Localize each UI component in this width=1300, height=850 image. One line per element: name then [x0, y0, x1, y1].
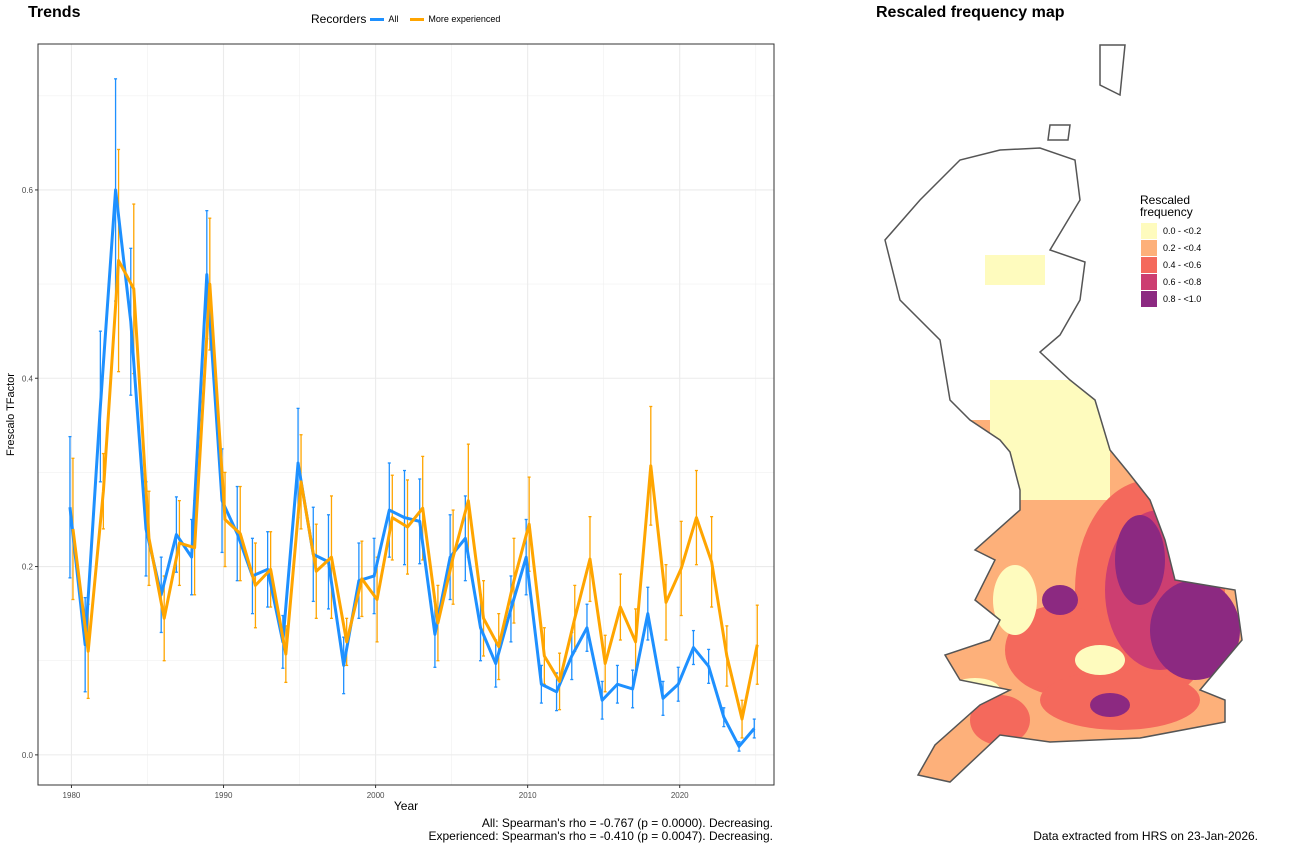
stats-annotations: All: Spearman's rho = -0.767 (p = 0.0000…	[300, 816, 774, 843]
x-tick-label: 2020	[671, 791, 689, 800]
map-title: Rescaled frequency map	[876, 4, 1065, 21]
map-legend-title: Rescaled frequency	[1140, 193, 1193, 219]
legend-swatch	[1141, 290, 1157, 307]
legend-swatch-experienced	[410, 17, 425, 21]
legend-label: 0.2 - <0.4	[1163, 242, 1202, 253]
chart-title: Trends	[28, 4, 81, 21]
legend-title: Recorders	[311, 12, 367, 26]
chart-legend: Recorders All More experienced	[311, 12, 500, 26]
frequency-map	[884, 44, 1243, 783]
x-tick-label: 1990	[215, 791, 233, 800]
x-axis-label: Year	[394, 799, 418, 813]
series-line-experienced	[71, 259, 759, 721]
y-tick-label: 0.0	[22, 751, 34, 760]
map-legend-item: 0.6 - <0.8	[1141, 273, 1201, 290]
legend-label-experienced: More experienced	[428, 14, 501, 24]
annotation-experienced: Experienced: Spearman's rho = -0.410 (p …	[428, 829, 774, 843]
map-legend-item: 0.2 - <0.4	[1141, 239, 1201, 256]
x-tick-label: 2010	[519, 791, 537, 800]
y-tick-label: 0.4	[22, 374, 34, 383]
legend-swatch	[1141, 273, 1157, 290]
map-legend: 0.0 - <0.2 0.2 - <0.4 0.4 - <0.6 0.6 - <0.8…	[1141, 222, 1201, 307]
legend-swatch-all	[370, 17, 385, 21]
legend-label-all: All	[388, 14, 399, 24]
y-axis-label: Frescalo TFactor	[5, 373, 17, 456]
map-legend-item: 0.8 - <1.0	[1141, 290, 1201, 307]
legend-swatch	[1141, 239, 1157, 256]
legend-label: 0.8 - <1.0	[1163, 293, 1202, 304]
legend-swatch	[1141, 222, 1157, 239]
annotation-all: All: Spearman's rho = -0.767 (p = 0.0000…	[481, 816, 773, 830]
plot-border	[37, 43, 775, 786]
map-legend-item: 0.0 - <0.2	[1141, 222, 1201, 239]
legend-label: 0.4 - <0.6	[1163, 259, 1202, 270]
frequency-fill	[885, 255, 1242, 782]
map-legend-item: 0.4 - <0.6	[1141, 256, 1201, 273]
y-tick-label: 0.2	[22, 563, 34, 572]
map-footer: Data extracted from HRS on 23-Jan-2026.	[1033, 829, 1258, 843]
legend-swatch	[1141, 256, 1157, 273]
legend-label: 0.0 - <0.2	[1163, 225, 1202, 236]
x-tick-label: 2000	[367, 791, 385, 800]
y-tick-label: 0.6	[22, 186, 34, 195]
legend-label: 0.6 - <0.8	[1163, 276, 1202, 287]
trend-chart: 0.0 0.2 0.4 0.6 1980 1990 2000 2010 2020 Year Fres…	[5, 43, 775, 813]
x-tick-label: 1980	[63, 791, 81, 800]
